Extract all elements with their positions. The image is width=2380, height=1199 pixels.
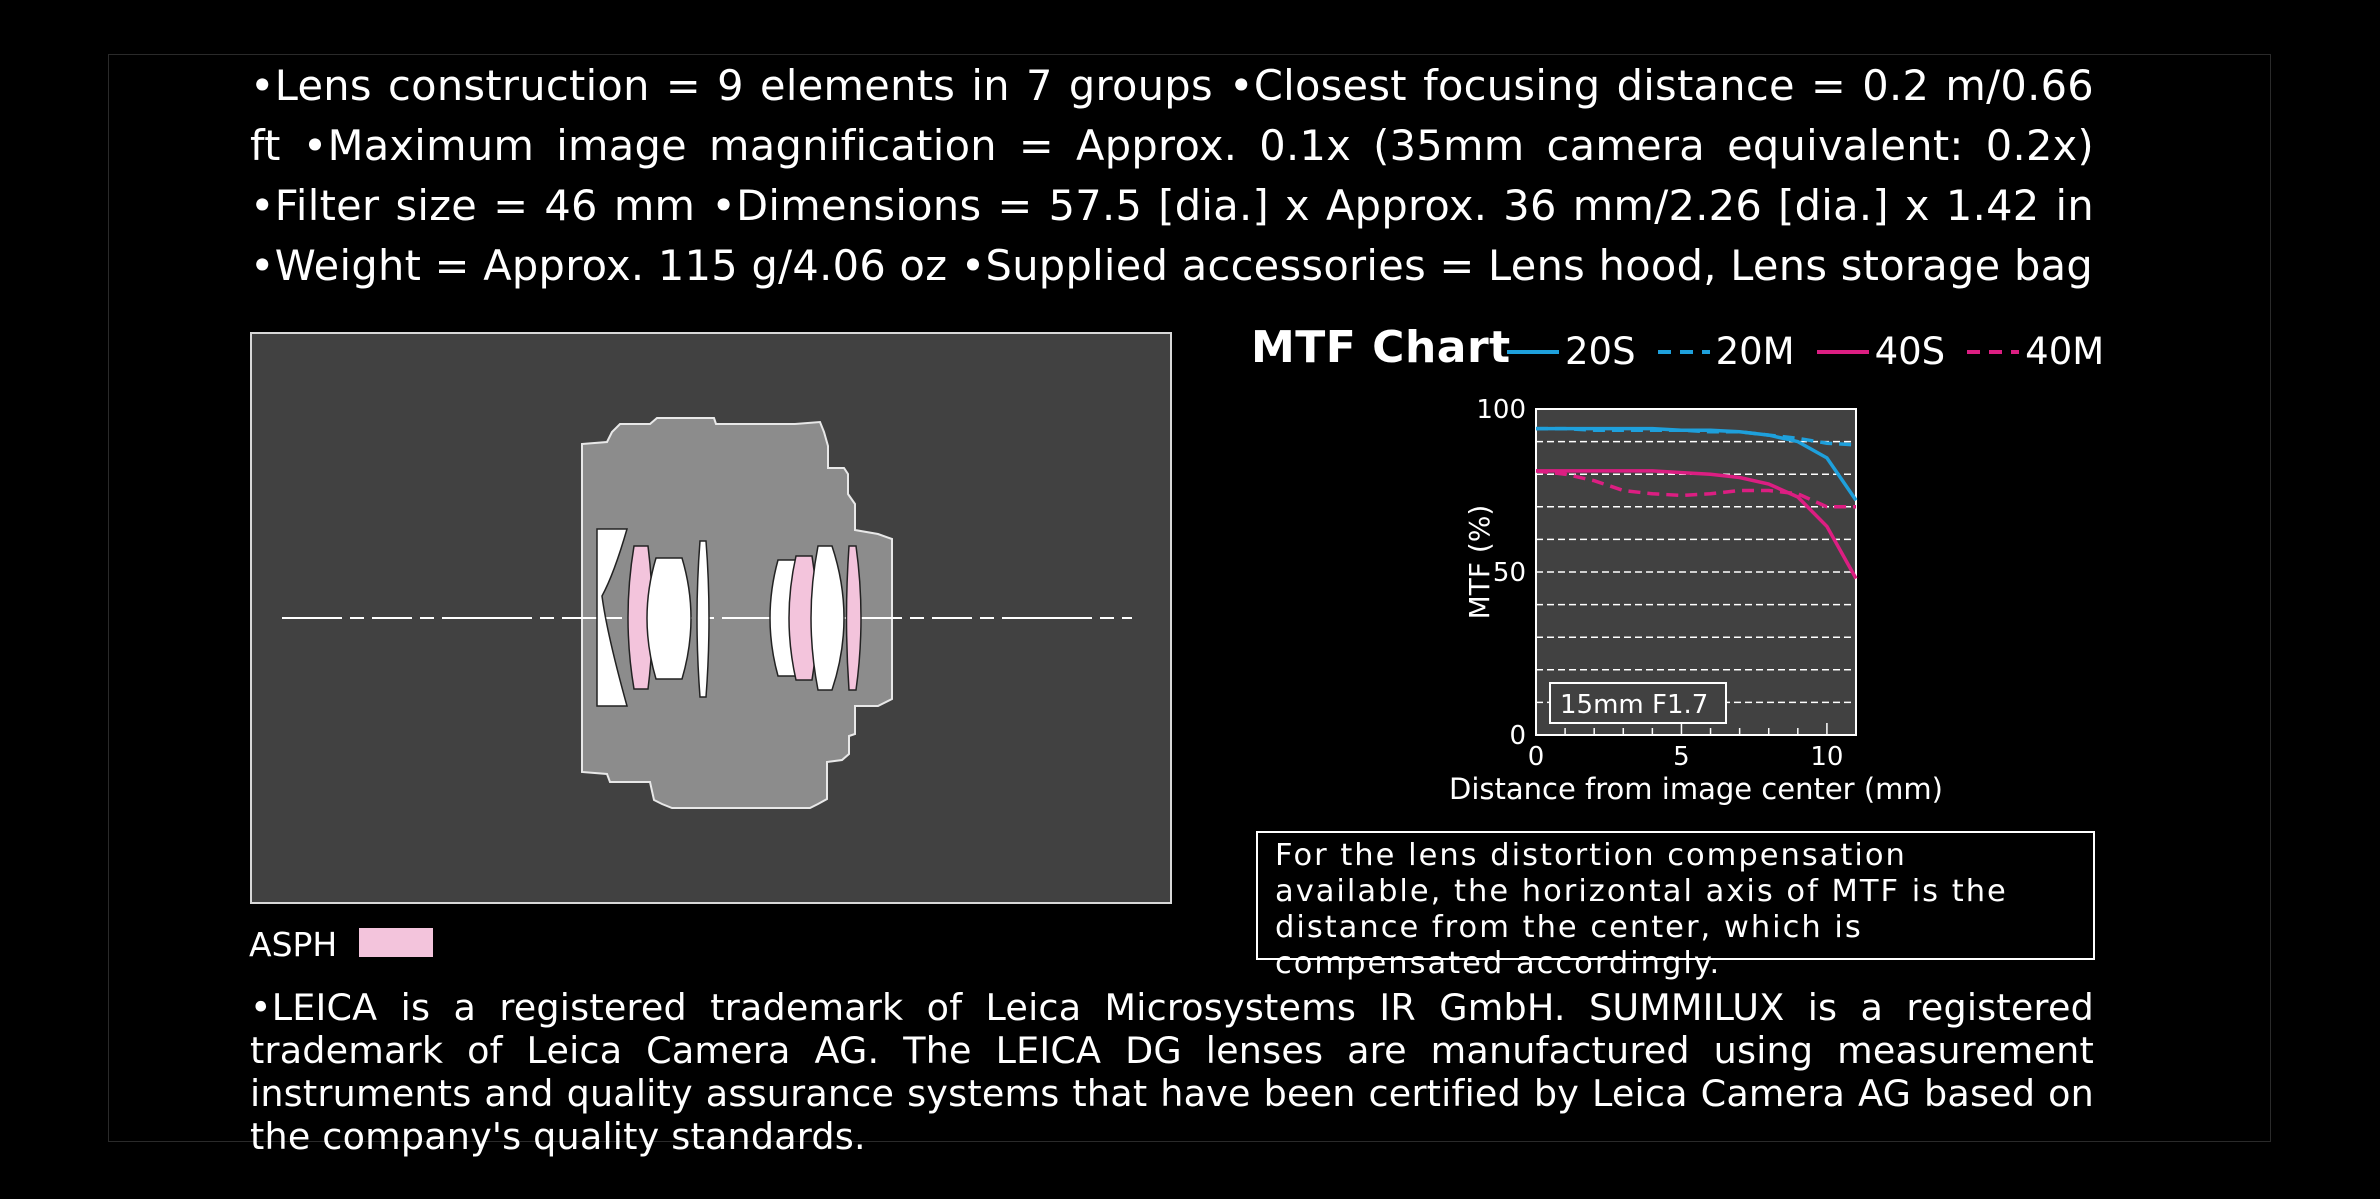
annotation-label: 15mm F1.7: [1560, 690, 1708, 720]
legend-swatch: [1967, 349, 2020, 354]
series-line-40m: [1535, 469, 1856, 509]
legend-swatch: [1507, 349, 1559, 354]
y-axis-label: MTF (%): [1463, 505, 1496, 620]
legend-label: 20S: [1565, 330, 1636, 373]
y-tick-label: 0: [1509, 721, 1526, 751]
asph-legend: ASPH: [249, 924, 434, 964]
lens-element-8-asph: [845, 545, 862, 691]
mtf-chart-title: MTF Chart: [1251, 322, 1511, 373]
legend-item-40m: 40M: [1965, 330, 2104, 373]
content-frame: [108, 54, 2271, 1142]
lens-construction-diagram: [250, 332, 1172, 904]
x-axis-label: Distance from image center (mm): [1449, 772, 1943, 806]
lens-element-7: [810, 545, 845, 691]
legend-swatch: [1816, 349, 1869, 354]
lens-element-4: [696, 540, 710, 698]
asph-swatch: [359, 927, 434, 957]
legend-swatch: [1657, 349, 1710, 354]
annotation-box: [1549, 682, 1727, 724]
distortion-note: For the lens distortion compensation ava…: [1256, 831, 2095, 981]
lens-element-3: [646, 557, 692, 680]
legend-item-20s: 20S: [1505, 330, 1636, 373]
legend-label: 40M: [2025, 330, 2105, 373]
x-tick-label: 0: [1528, 742, 1545, 772]
y-tick-label: 50: [1493, 558, 1526, 588]
series-line-40s: [1536, 469, 1858, 580]
legend-item-40s: 40S: [1815, 330, 1946, 373]
x-tick-label: 5: [1673, 742, 1690, 772]
lens-element-1: [596, 528, 628, 707]
lens-barrel: [581, 417, 893, 809]
asph-label: ASPH: [249, 924, 338, 964]
y-tick-label: 100: [1476, 395, 1526, 425]
lens-cross-section: [282, 417, 1132, 809]
mtf-legend: 20S 20M 40S 40M: [1505, 330, 2124, 373]
series-line-20m: [1536, 426, 1857, 447]
trademark-notice: •LEICA is a registered trademark of Leic…: [250, 986, 2094, 1158]
legend-item-20m: 20M: [1656, 330, 1795, 373]
x-tick-label: 10: [1810, 742, 1843, 772]
legend-label: 40S: [1874, 330, 1946, 373]
legend-label: 20M: [1715, 330, 1795, 373]
lens-specifications: •Lens construction = 9 elements in 7 gro…: [250, 61, 2094, 290]
